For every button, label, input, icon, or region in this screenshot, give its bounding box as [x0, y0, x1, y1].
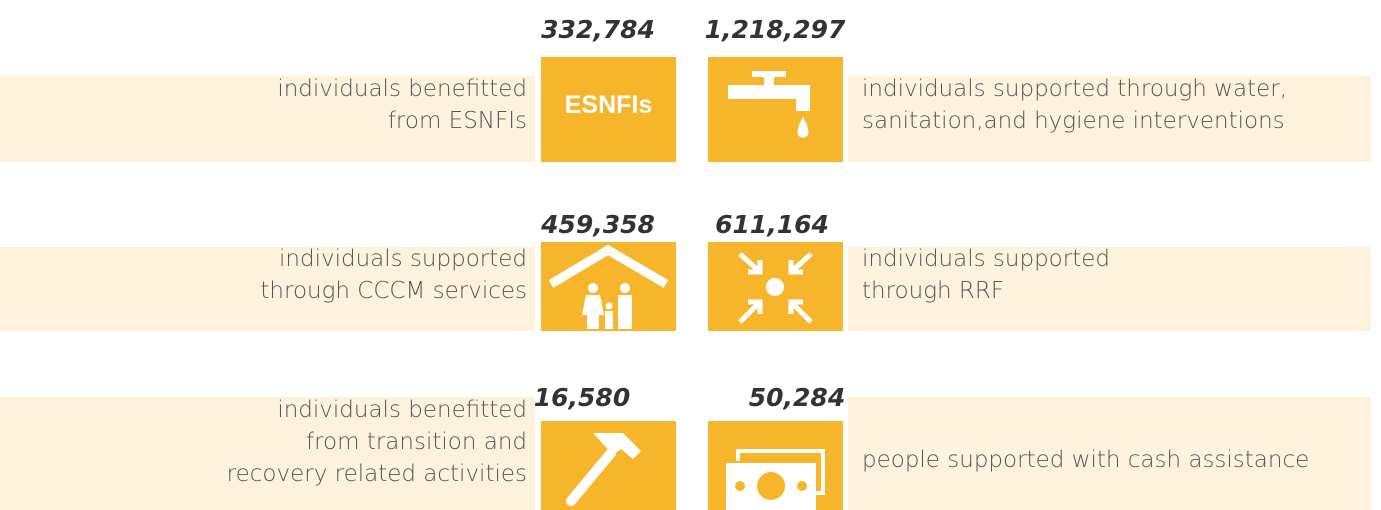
right-text: individuals supported through RRF	[862, 243, 1110, 307]
number: 611,164	[715, 210, 829, 239]
text-line: through RRF	[862, 278, 1005, 304]
left-text: individuals benefitted from transition a…	[0, 394, 527, 490]
left-text: individuals benefitted from ESNFIs	[0, 73, 527, 137]
hammer	[566, 433, 641, 506]
text-line: from ESNFIs	[387, 108, 527, 134]
left-panel	[0, 397, 535, 510]
number: 1,218,297	[704, 15, 846, 44]
left-panel	[0, 76, 535, 162]
water-icon	[708, 57, 843, 162]
house-family	[548, 244, 669, 329]
text-line: individuals benefitted	[277, 76, 527, 102]
faucet	[728, 71, 810, 138]
number: 459,358	[541, 210, 655, 239]
text-line: from transition and	[306, 429, 527, 455]
left-panel	[0, 247, 535, 331]
money	[726, 449, 825, 510]
esnfi-icon: ESNFIs	[541, 57, 676, 162]
recovery-icon	[541, 421, 676, 510]
text-line: individuals supported	[279, 246, 527, 272]
cccm-icon	[541, 242, 676, 331]
icon-text: ESNFIs	[564, 91, 653, 119]
right-panel	[848, 397, 1371, 510]
left-text: individuals supported through CCCM servi…	[0, 243, 527, 307]
right-text: people supported with cash assistance	[862, 444, 1309, 476]
right-panel	[848, 76, 1371, 162]
number: 50,284	[748, 383, 846, 412]
text-line: through CCCM services	[260, 278, 527, 304]
right-panel	[848, 247, 1371, 331]
right-text: individuals supported through water, san…	[862, 73, 1287, 137]
converging-arrows	[738, 252, 813, 324]
text-line: recovery related activities	[226, 461, 527, 487]
cash-icon	[708, 421, 843, 510]
text-line: people supported with cash assistance	[862, 447, 1310, 473]
number: 16,580	[533, 383, 631, 412]
rrf-icon	[708, 242, 843, 331]
text-line: individuals benefitted	[277, 397, 527, 423]
text-line: individuals supported through water,	[862, 76, 1288, 102]
text-line: individuals supported	[862, 246, 1110, 272]
number: 332,784	[541, 15, 655, 44]
text-line: sanitation,and hygiene interventions	[862, 108, 1285, 134]
